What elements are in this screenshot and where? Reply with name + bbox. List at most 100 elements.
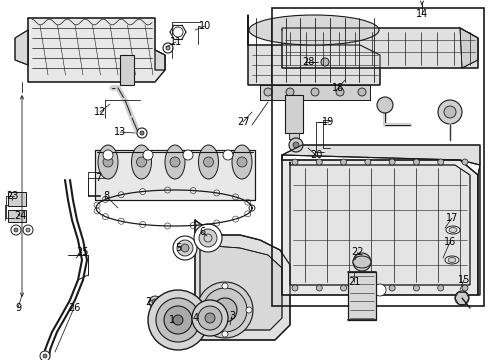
Ellipse shape — [449, 228, 457, 233]
Circle shape — [341, 285, 346, 291]
Polygon shape — [95, 150, 255, 200]
Polygon shape — [282, 28, 478, 68]
Text: 16: 16 — [444, 237, 456, 247]
Circle shape — [444, 106, 456, 118]
Circle shape — [321, 58, 329, 66]
Text: 25: 25 — [76, 247, 88, 257]
Circle shape — [222, 283, 228, 289]
Text: 22: 22 — [352, 247, 364, 257]
Circle shape — [222, 331, 228, 337]
Ellipse shape — [249, 15, 379, 45]
Circle shape — [173, 315, 183, 325]
Circle shape — [438, 100, 462, 124]
Bar — [289, 133, 299, 139]
Ellipse shape — [446, 226, 460, 234]
Circle shape — [286, 88, 294, 96]
Circle shape — [462, 159, 468, 165]
Circle shape — [223, 150, 233, 160]
Polygon shape — [290, 162, 470, 285]
Text: 26: 26 — [68, 303, 80, 313]
Circle shape — [199, 229, 217, 247]
Ellipse shape — [198, 145, 219, 179]
Polygon shape — [460, 28, 478, 68]
Circle shape — [438, 285, 444, 291]
Polygon shape — [195, 220, 290, 340]
Ellipse shape — [237, 157, 247, 167]
Polygon shape — [15, 30, 28, 65]
Text: 10: 10 — [199, 21, 211, 31]
Text: 28: 28 — [302, 57, 314, 67]
Circle shape — [389, 159, 395, 165]
Text: 4: 4 — [193, 313, 199, 323]
Ellipse shape — [448, 257, 456, 262]
Circle shape — [213, 298, 237, 322]
Bar — [348, 272, 376, 320]
Text: 11: 11 — [170, 37, 182, 47]
Text: 19: 19 — [322, 117, 334, 127]
Polygon shape — [248, 15, 380, 85]
Text: 24: 24 — [14, 211, 26, 221]
Text: 27: 27 — [237, 117, 249, 127]
Text: 13: 13 — [114, 127, 126, 137]
Circle shape — [148, 290, 208, 350]
Text: 3: 3 — [229, 311, 235, 321]
Circle shape — [143, 150, 153, 160]
Circle shape — [23, 225, 33, 235]
Circle shape — [365, 159, 371, 165]
Ellipse shape — [170, 157, 180, 167]
Circle shape — [353, 253, 371, 271]
Circle shape — [341, 159, 346, 165]
Text: 21: 21 — [348, 277, 360, 287]
Circle shape — [365, 285, 371, 291]
Circle shape — [166, 46, 170, 50]
Circle shape — [14, 228, 18, 232]
Circle shape — [149, 296, 161, 308]
Ellipse shape — [232, 145, 252, 179]
Text: 14: 14 — [416, 9, 428, 19]
Polygon shape — [200, 245, 282, 330]
Circle shape — [152, 299, 158, 305]
Circle shape — [292, 159, 298, 165]
Circle shape — [414, 285, 419, 291]
Polygon shape — [155, 50, 165, 70]
Text: 23: 23 — [6, 191, 18, 201]
Ellipse shape — [165, 145, 185, 179]
Circle shape — [414, 159, 419, 165]
Text: 7: 7 — [95, 173, 101, 183]
Circle shape — [358, 88, 366, 96]
Circle shape — [163, 43, 173, 53]
Ellipse shape — [103, 157, 113, 167]
Circle shape — [192, 300, 228, 336]
Bar — [272, 8, 484, 306]
Circle shape — [177, 240, 193, 256]
Circle shape — [311, 88, 319, 96]
Ellipse shape — [203, 157, 214, 167]
Circle shape — [103, 150, 113, 160]
Circle shape — [455, 291, 469, 305]
Polygon shape — [282, 155, 478, 295]
Text: 9: 9 — [15, 303, 21, 313]
Circle shape — [26, 228, 30, 232]
Circle shape — [389, 285, 395, 291]
Text: 2: 2 — [145, 297, 151, 307]
Text: 5: 5 — [175, 243, 181, 253]
Circle shape — [183, 150, 193, 160]
Circle shape — [336, 88, 344, 96]
Circle shape — [316, 285, 322, 291]
Text: 15: 15 — [458, 275, 470, 285]
Circle shape — [198, 307, 204, 313]
Text: 17: 17 — [446, 213, 458, 223]
Circle shape — [246, 307, 252, 313]
Circle shape — [43, 354, 47, 358]
Circle shape — [164, 306, 192, 334]
Circle shape — [205, 313, 215, 323]
Circle shape — [438, 159, 444, 165]
Circle shape — [173, 236, 197, 260]
Ellipse shape — [98, 145, 118, 179]
Bar — [8, 192, 26, 206]
Text: 6: 6 — [199, 227, 205, 237]
Circle shape — [197, 282, 253, 338]
Circle shape — [137, 128, 147, 138]
Circle shape — [40, 351, 50, 360]
Bar — [120, 55, 134, 85]
